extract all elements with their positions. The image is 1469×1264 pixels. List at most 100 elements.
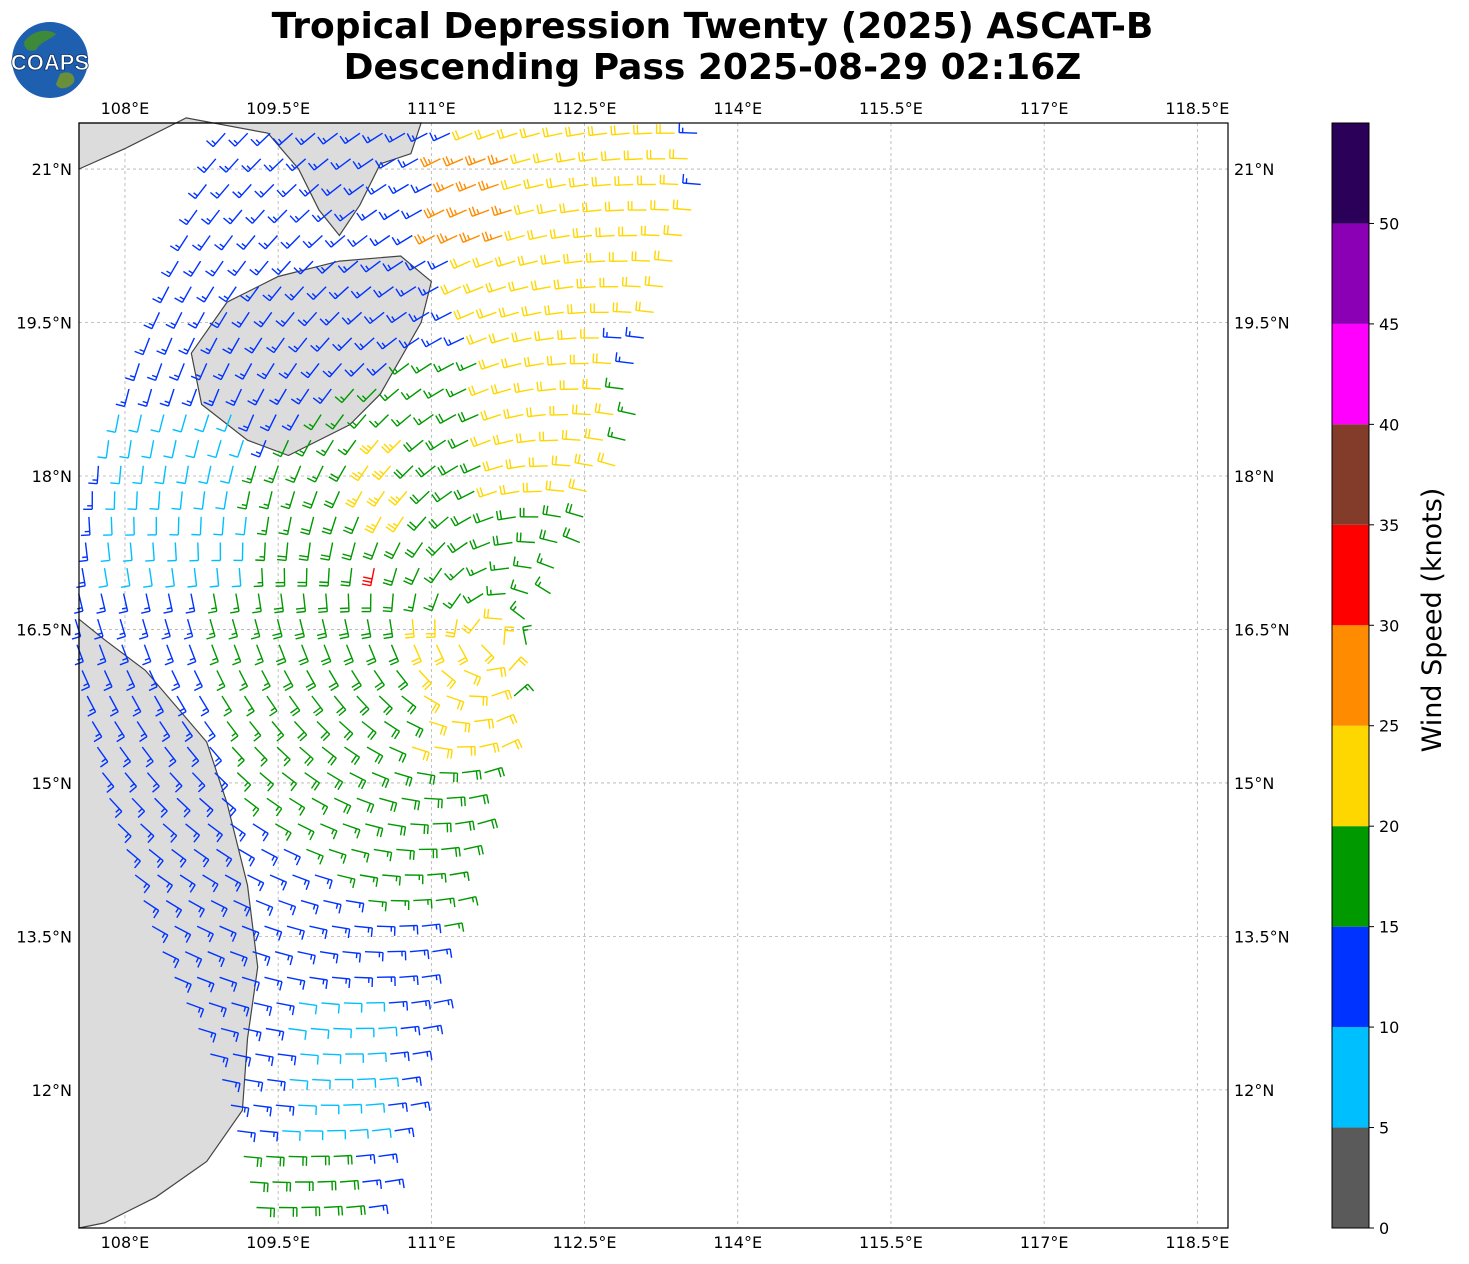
- wind-barb: [437, 465, 459, 476]
- lon-tick-label-bottom: 117°E: [1020, 1233, 1069, 1252]
- globe-logo-icon: COAPS: [10, 22, 90, 98]
- wind-barb: [131, 695, 142, 717]
- wind-barb: [418, 848, 438, 859]
- wind-barb: [449, 258, 471, 269]
- wind-barb: [120, 567, 131, 588]
- wind-barb: [409, 490, 430, 505]
- colorbar-label-wrap: Wind Speed (knots): [1417, 488, 1448, 753]
- wind-barb: [330, 158, 352, 171]
- wind-barb: [429, 132, 451, 142]
- wind-barb: [536, 381, 557, 392]
- wind-barb: [403, 593, 417, 612]
- wind-barb: [96, 593, 106, 614]
- title-line-1: Tropical Depression Twenty (2025) ASCAT-…: [271, 6, 1154, 47]
- wind-barb: [542, 505, 561, 518]
- wind-barb: [141, 746, 154, 768]
- wind-barb: [434, 746, 453, 759]
- wind-barb: [349, 1128, 369, 1139]
- wind-barb: [276, 183, 297, 198]
- wind-barb: [256, 516, 270, 536]
- wind-barb: [366, 362, 387, 376]
- lat-tick-label-left: 15°N: [32, 774, 72, 793]
- wind-barb: [282, 1130, 301, 1141]
- wind-barb: [319, 951, 339, 964]
- wind-barb: [443, 337, 465, 347]
- wind-barb: [563, 253, 583, 264]
- wind-barb: [163, 593, 173, 614]
- wind-barb: [492, 434, 514, 446]
- wind-barb: [410, 823, 429, 835]
- wind-barb: [401, 797, 421, 811]
- wind-barb: [221, 797, 237, 818]
- wind-barb: [237, 1130, 256, 1143]
- wind-barb: [126, 670, 136, 692]
- wind-barb: [337, 439, 357, 456]
- wind-barb: [487, 154, 509, 166]
- wind-barb: [369, 234, 391, 247]
- wind-barb: [311, 209, 333, 223]
- colorbar-tick-label: 40: [1379, 415, 1399, 434]
- wind-barb: [295, 1181, 314, 1191]
- wind-barb: [224, 874, 242, 892]
- wind-barb: [306, 286, 327, 300]
- wind-barb: [293, 260, 314, 275]
- wind-barb: [265, 1027, 285, 1041]
- wind-barb: [108, 695, 119, 717]
- wind-barb: [295, 593, 307, 614]
- wind-barb: [495, 510, 516, 521]
- wind-barb: [351, 848, 370, 863]
- wind-barb: [256, 363, 275, 380]
- wind-barb: [455, 362, 477, 372]
- wind-barb: [148, 848, 164, 869]
- wind-barb: [321, 516, 337, 535]
- wind-barb: [365, 823, 384, 838]
- wind-barb: [97, 440, 110, 459]
- wind-barb: [347, 414, 367, 429]
- wind-barb: [503, 626, 515, 645]
- wind-barb: [178, 209, 198, 226]
- wind-barb: [258, 491, 273, 510]
- wind-barb: [208, 1002, 227, 1018]
- wind-barb: [134, 337, 151, 356]
- lat-tick-label-left: 18°N: [32, 467, 72, 486]
- wind-barb: [409, 949, 430, 960]
- wind-barb: [517, 255, 538, 266]
- lon-tick-label-top: 117°E: [1020, 99, 1069, 118]
- wind-barb: [545, 178, 567, 189]
- wind-barb: [168, 363, 185, 381]
- wind-barb: [446, 541, 468, 554]
- wind-barb: [465, 567, 487, 577]
- wind-barb: [311, 797, 329, 816]
- wind-barb: [500, 358, 522, 369]
- wind-barb: [241, 976, 260, 992]
- wind-barb: [317, 1180, 337, 1191]
- wind-barb: [267, 1078, 286, 1091]
- wind-barb: [223, 209, 243, 225]
- lat-tick-label-left: 13.5°N: [16, 927, 72, 946]
- wind-barb: [410, 1101, 431, 1112]
- wind-barb: [356, 209, 378, 221]
- wind-barb: [325, 414, 345, 430]
- wind-barb: [467, 385, 489, 397]
- wind-barb: [280, 491, 296, 510]
- wind-barb: [400, 209, 423, 220]
- wind-barb: [530, 280, 551, 291]
- wind-barb: [227, 260, 247, 277]
- wind-barb: [210, 1053, 229, 1068]
- wind-barb: [411, 999, 431, 1010]
- wind-barb: [255, 542, 266, 562]
- wind-barb: [403, 567, 420, 586]
- wind-barb: [633, 124, 653, 135]
- wind-barb: [333, 695, 347, 717]
- wind-barb: [653, 250, 673, 262]
- wind-barb: [519, 507, 539, 518]
- wind-barb: [655, 124, 675, 134]
- wind-barb: [509, 600, 526, 620]
- wind-barb: [659, 174, 679, 186]
- wind-barb: [383, 542, 401, 560]
- wind-barb: [398, 337, 420, 349]
- wind-barb: [551, 455, 571, 467]
- wind-barb: [356, 388, 377, 403]
- wind-barb: [378, 209, 400, 221]
- wind-barb: [458, 232, 480, 243]
